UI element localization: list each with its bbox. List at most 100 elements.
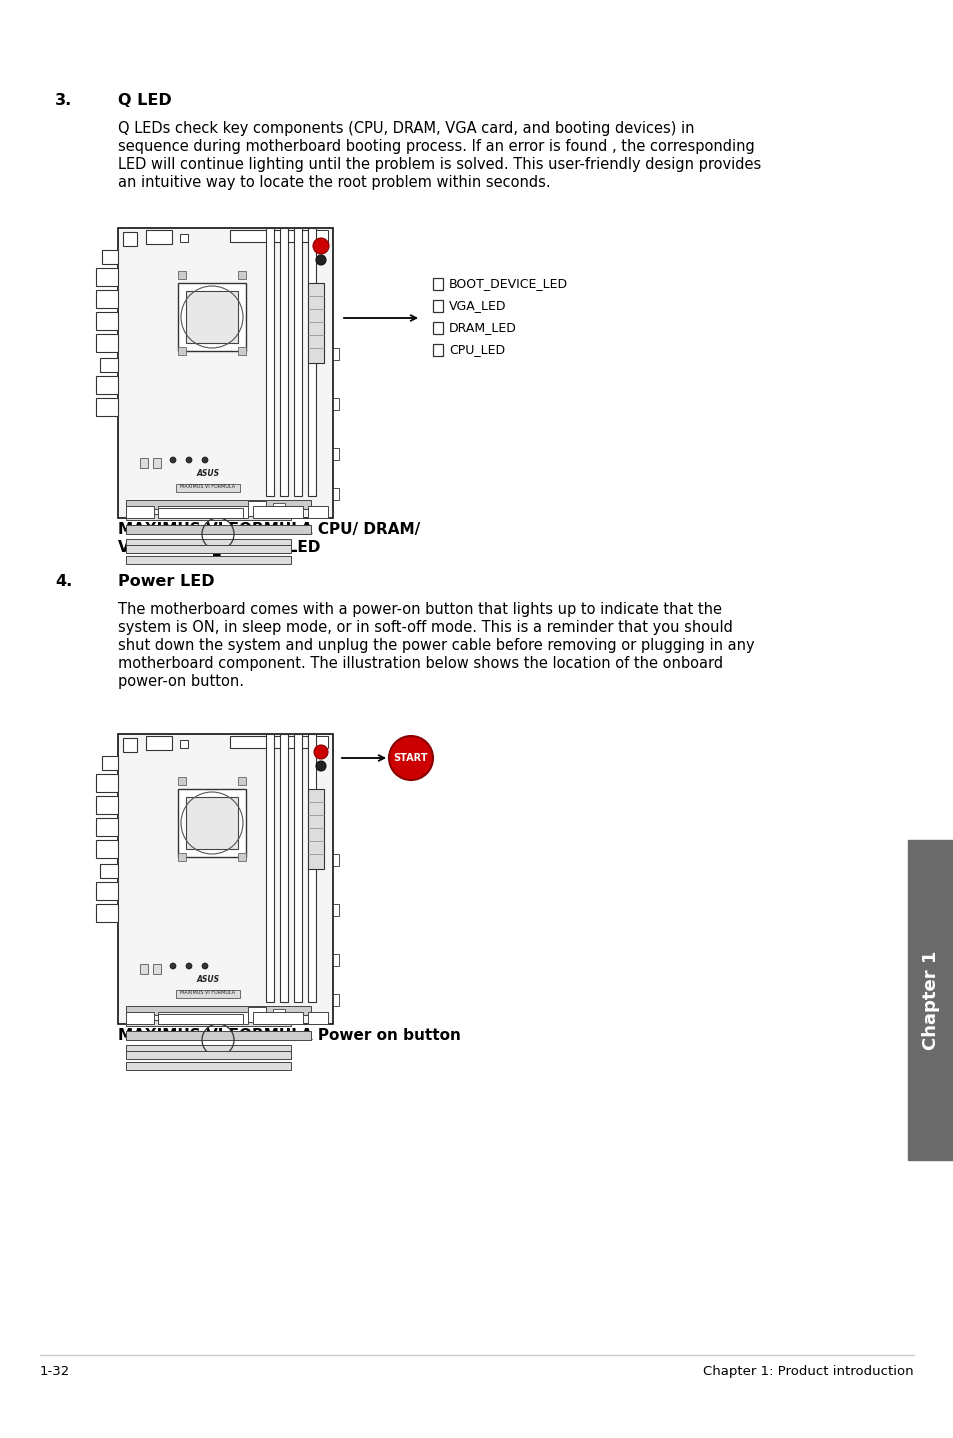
Bar (273, 503, 285, 513)
Bar (333, 953, 338, 966)
Text: DRAM_LED: DRAM_LED (449, 322, 517, 335)
Text: an intuitive way to locate the root problem within seconds.: an intuitive way to locate the root prob… (118, 175, 550, 190)
Text: The motherboard comes with a power-on button that lights up to indicate that the: The motherboard comes with a power-on bu… (118, 603, 721, 617)
Text: START: START (394, 754, 428, 764)
Bar (100, 358, 118, 372)
Bar (178, 789, 246, 857)
Bar (126, 557, 291, 564)
Bar (96, 905, 118, 922)
Bar (333, 487, 338, 500)
Bar (308, 506, 328, 518)
Circle shape (314, 745, 328, 759)
Circle shape (186, 963, 192, 969)
Bar (126, 500, 311, 509)
Bar (96, 312, 118, 329)
Bar (907, 840, 953, 1160)
Text: VGA_LED: VGA_LED (449, 299, 506, 312)
Text: MAXIMUS VI FORMULA: MAXIMUS VI FORMULA (180, 483, 235, 489)
Bar (248, 1007, 266, 1022)
Bar (152, 963, 161, 974)
Bar (308, 229, 315, 496)
Bar (178, 270, 186, 279)
Bar (433, 322, 442, 334)
Bar (175, 989, 240, 998)
Bar (96, 840, 118, 858)
Circle shape (202, 963, 208, 969)
Text: Power LED: Power LED (118, 574, 214, 590)
Bar (96, 375, 118, 394)
Bar (178, 347, 186, 355)
Bar (123, 738, 137, 752)
Circle shape (202, 457, 208, 463)
Bar (152, 457, 161, 467)
Bar (433, 301, 442, 312)
Bar (248, 500, 266, 516)
Bar (96, 774, 118, 792)
Bar (180, 234, 188, 242)
Bar (96, 267, 118, 286)
Bar (178, 853, 186, 861)
Bar (333, 994, 338, 1007)
Bar (230, 736, 308, 748)
Text: Q LEDs check key components (CPU, DRAM, VGA card, and booting devices) in: Q LEDs check key components (CPU, DRAM, … (118, 121, 694, 137)
Bar (126, 513, 291, 521)
Bar (308, 733, 315, 1002)
Text: VGA/ BOOT_DEVICE LED: VGA/ BOOT_DEVICE LED (118, 541, 320, 557)
Bar (294, 733, 302, 1002)
Text: system is ON, in sleep mode, or in soft-off mode. This is a reminder that you sh: system is ON, in sleep mode, or in soft-… (118, 620, 732, 636)
Bar (280, 733, 288, 1002)
Text: 1-32: 1-32 (40, 1365, 71, 1378)
Circle shape (313, 239, 329, 255)
Bar (333, 348, 338, 360)
Bar (333, 449, 338, 460)
Bar (308, 283, 324, 362)
Bar (140, 457, 148, 467)
Circle shape (315, 761, 326, 771)
Bar (308, 1012, 328, 1024)
Circle shape (315, 255, 326, 265)
Bar (96, 334, 118, 352)
Bar (433, 278, 442, 290)
Bar (158, 1014, 243, 1024)
Text: MAXIMUS VI FORMULA CPU/ DRAM/: MAXIMUS VI FORMULA CPU/ DRAM/ (118, 522, 420, 536)
Text: Chapter 1: Product introduction: Chapter 1: Product introduction (702, 1365, 913, 1378)
Bar (96, 797, 118, 814)
Bar (118, 733, 333, 1024)
Text: BOOT_DEVICE_LED: BOOT_DEVICE_LED (449, 278, 568, 290)
Bar (102, 756, 118, 769)
Bar (96, 290, 118, 308)
Text: 3.: 3. (55, 93, 72, 108)
Bar (237, 853, 246, 861)
Circle shape (170, 457, 175, 463)
Text: MAXIMUS VI FORMULA: MAXIMUS VI FORMULA (180, 989, 235, 995)
Bar (126, 545, 291, 554)
Bar (178, 777, 186, 785)
Bar (126, 539, 291, 545)
Bar (266, 229, 274, 496)
Bar (102, 250, 118, 265)
Bar (126, 525, 311, 533)
Text: MAXIMUS VI FORMULA Power on button: MAXIMUS VI FORMULA Power on button (118, 1028, 460, 1043)
Bar (237, 347, 246, 355)
Bar (230, 230, 308, 242)
Bar (180, 741, 188, 748)
Text: sequence during motherboard booting process. If an error is found , the correspo: sequence during motherboard booting proc… (118, 139, 754, 154)
Bar (118, 229, 333, 518)
Text: LED will continue lighting until the problem is solved. This user-friendly desig: LED will continue lighting until the pro… (118, 157, 760, 173)
Bar (146, 736, 172, 751)
Bar (333, 905, 338, 916)
Bar (126, 1007, 311, 1015)
Bar (175, 485, 240, 492)
Bar (158, 1012, 248, 1024)
Bar (294, 229, 302, 496)
Bar (126, 506, 153, 518)
Text: 4.: 4. (55, 574, 72, 590)
Bar (178, 283, 246, 351)
Text: CPU_LED: CPU_LED (449, 344, 504, 357)
Bar (253, 1012, 303, 1024)
Bar (126, 1063, 291, 1070)
Bar (126, 1020, 291, 1025)
Circle shape (389, 736, 433, 779)
Bar (123, 232, 137, 246)
Bar (314, 230, 328, 242)
